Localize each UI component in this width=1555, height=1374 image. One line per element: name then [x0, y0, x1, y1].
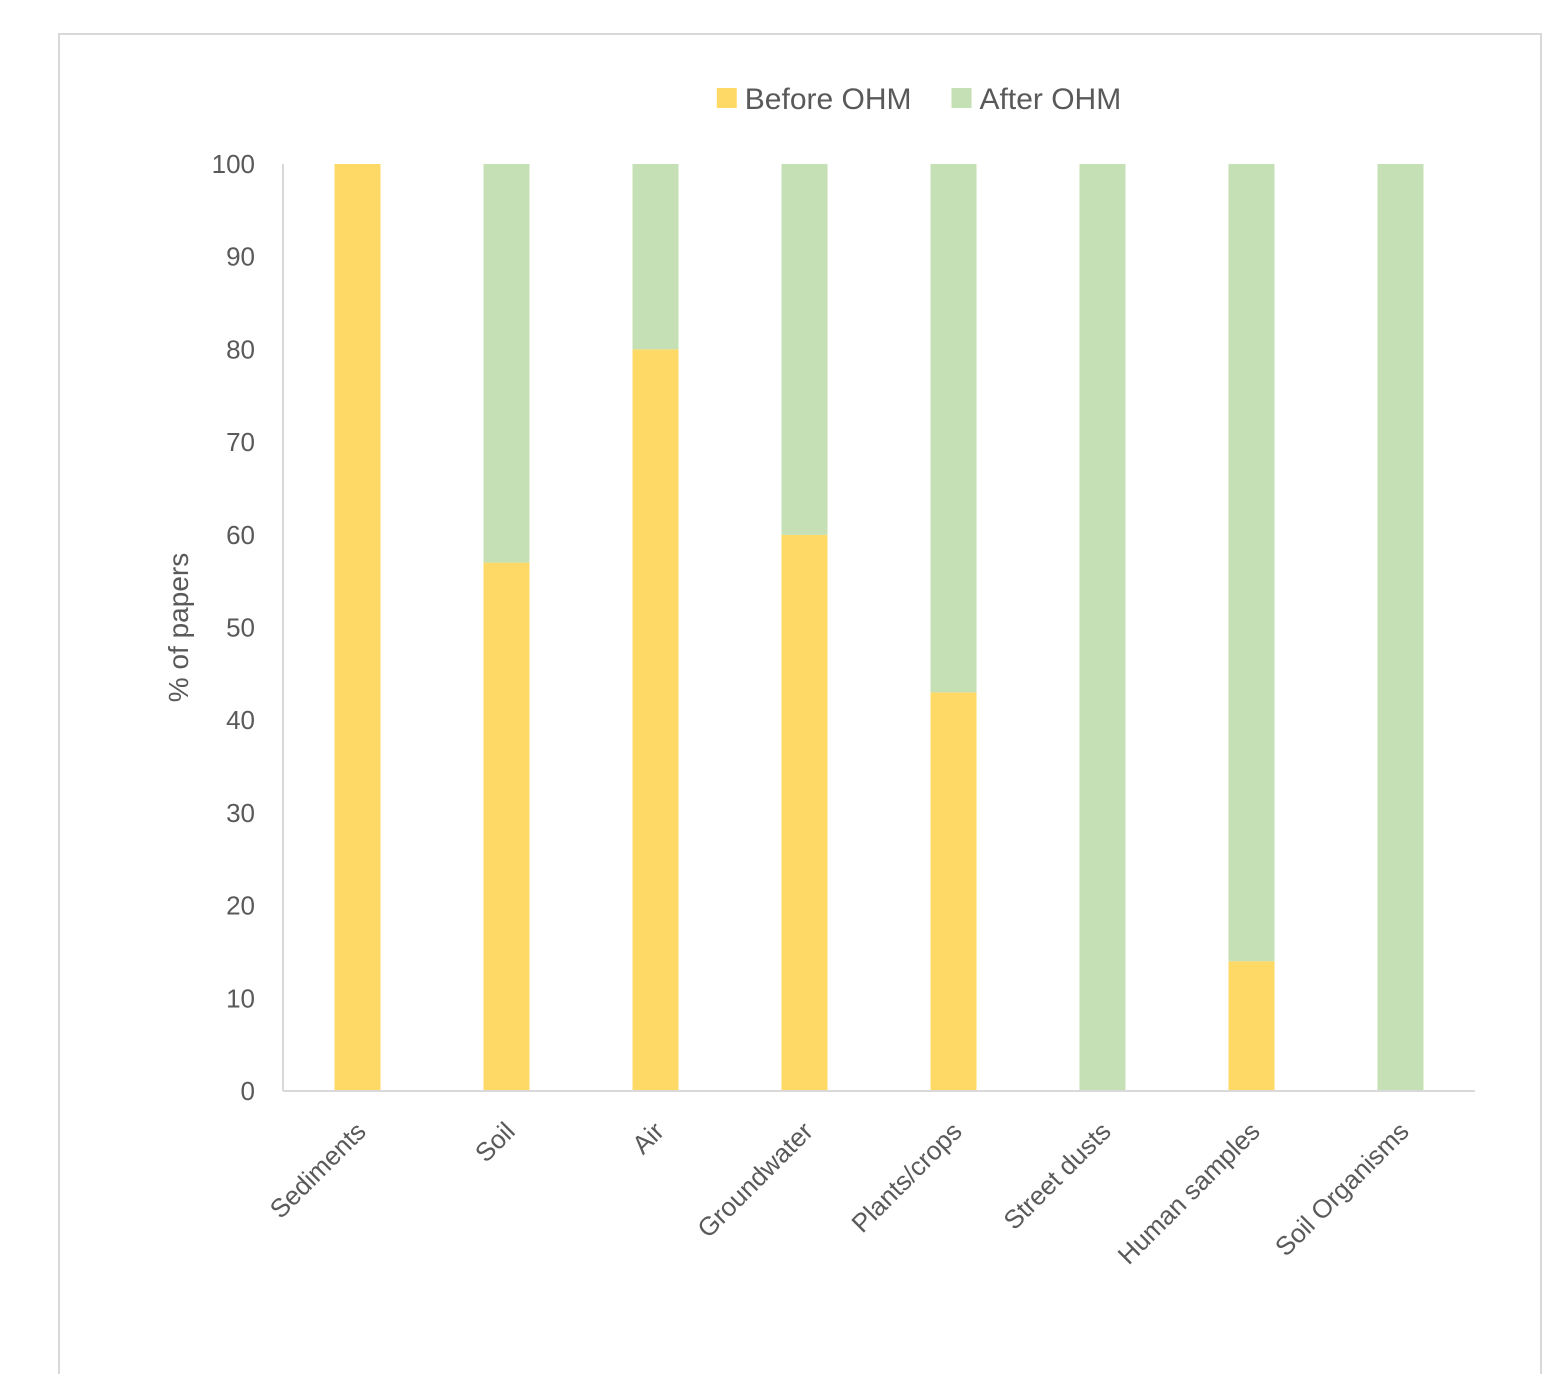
x-tick-label: Plants/crops	[845, 1116, 967, 1238]
legend-label: After OHM	[980, 83, 1122, 116]
bar-segment	[781, 164, 828, 535]
bar-segment	[483, 164, 530, 563]
y-tick-label: 100	[212, 149, 255, 179]
bar-segment	[1228, 961, 1275, 1091]
legend-label: Before OHM	[745, 83, 912, 116]
x-axis: Sediments Soil Air Groundwater Plants/crops S…	[264, 1090, 1475, 1270]
y-tick-label: 20	[226, 891, 255, 921]
bar-segment	[781, 534, 828, 1091]
legend-item: After OHM	[951, 83, 1122, 116]
y-tick-label: 90	[226, 242, 255, 272]
bar-segment	[1377, 164, 1424, 1091]
y-tick-label: 60	[226, 520, 255, 550]
x-tick-label: Street dusts	[997, 1116, 1116, 1235]
x-tick-label: Human samples	[1112, 1116, 1266, 1270]
bars	[334, 164, 1424, 1091]
legend: Before OHM After OHM	[716, 83, 1122, 116]
bar-segment	[632, 349, 679, 1091]
legend-item: Before OHM	[716, 83, 912, 116]
chart-frame	[58, 33, 1542, 1374]
y-tick-label: 40	[226, 705, 255, 735]
y-tick-label: 30	[226, 798, 255, 828]
y-tick-label: 80	[226, 334, 255, 364]
bar-segment	[1228, 164, 1275, 962]
legend-swatch	[716, 88, 737, 108]
y-tick-label: 0	[241, 1076, 255, 1106]
legend-swatch	[951, 88, 972, 108]
bar-segment	[632, 164, 679, 350]
bar-segment	[483, 562, 530, 1091]
y-tick-label: 70	[226, 427, 255, 457]
y-tick-label: 10	[226, 983, 255, 1013]
bar-segment	[930, 164, 977, 693]
x-tick-label: Soil	[469, 1116, 521, 1168]
x-tick-label: Groundwater	[691, 1116, 819, 1244]
x-tick-label: Soil Organisms	[1269, 1116, 1415, 1262]
x-tick-label: Sediments	[264, 1116, 372, 1224]
y-axis-label: % of papers	[163, 553, 194, 702]
x-tick-label: Air	[626, 1116, 670, 1160]
bar-segment	[930, 692, 977, 1091]
y-tick-label: 50	[226, 613, 255, 643]
y-axis: 0 10 20 30 40 50 60 70 80 90 100	[212, 149, 284, 1106]
bar-segment	[334, 164, 381, 1091]
bar-segment	[1079, 164, 1126, 1091]
